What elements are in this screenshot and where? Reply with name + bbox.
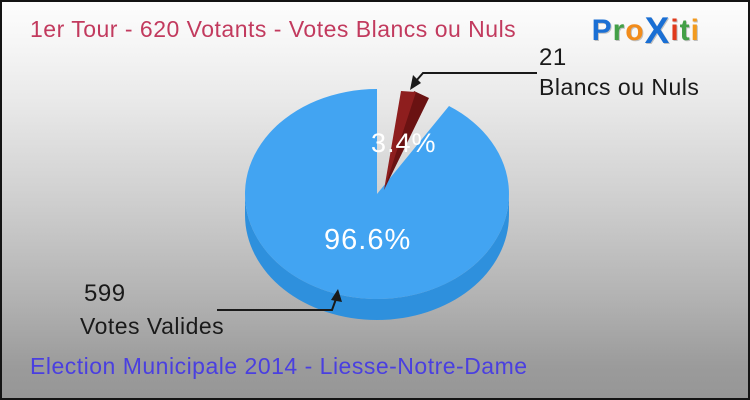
- callout-arrow-blancs: [410, 75, 421, 90]
- valides-text-label: Votes Valides: [80, 313, 225, 339]
- callout-line-valides: [217, 298, 337, 311]
- logo-letter: r: [612, 14, 626, 47]
- proxiti-logo[interactable]: ProXiti: [592, 10, 700, 52]
- pie-slice-valides-side: [245, 194, 509, 320]
- pie-slice-votes-valides[interactable]: [244, 89, 509, 299]
- pie-slice-blancs-nuls[interactable]: [384, 91, 416, 190]
- logo-letter: t: [679, 14, 691, 47]
- percent-label-valides: 96.6%: [324, 224, 412, 256]
- valides-value-label: 599: [84, 280, 126, 307]
- logo-letter: P: [591, 14, 613, 47]
- logo-letter: i: [670, 14, 680, 47]
- pie-slice-blancs-side: [384, 91, 429, 190]
- percent-label-blancs: 3.4%: [371, 128, 437, 158]
- callout-line-blancs: [415, 72, 537, 82]
- footer-title: Election Municipale 2014 - Liesse-Notre-…: [30, 353, 528, 379]
- chart-title: 1er Tour - 620 Votants - Votes Blancs ou…: [30, 16, 517, 42]
- callout-arrow-valides: [331, 289, 342, 302]
- logo-letter: X: [644, 10, 671, 51]
- logo-letter: i: [690, 14, 700, 47]
- logo-letter: o: [625, 14, 645, 47]
- blancs-value-label: 21: [539, 44, 567, 71]
- blancs-text-label: Blancs ou Nuls: [539, 74, 700, 100]
